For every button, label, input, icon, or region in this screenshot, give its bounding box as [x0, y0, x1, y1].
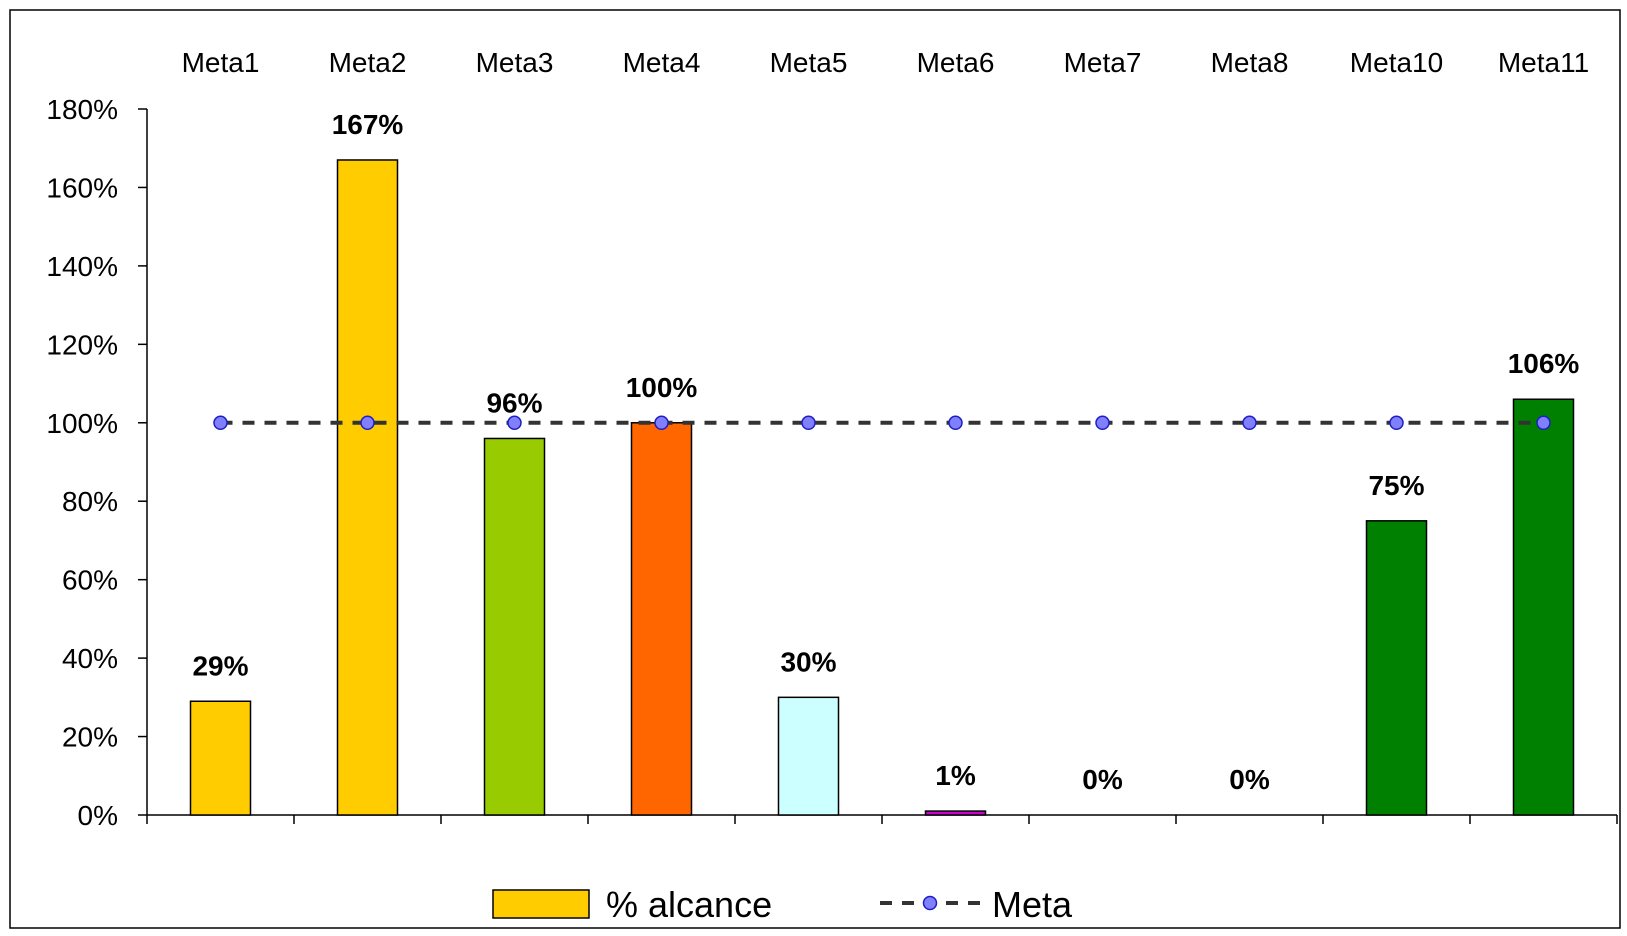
y-tick-label: 140%: [46, 251, 118, 282]
meta-marker: [361, 416, 374, 429]
category-label: Meta2: [329, 47, 407, 78]
bar: [779, 697, 839, 815]
category-label: Meta6: [917, 47, 995, 78]
category-label: Meta4: [623, 47, 701, 78]
y-tick-label: 0%: [78, 800, 118, 831]
meta-marker: [1243, 416, 1256, 429]
data-label: 106%: [1508, 348, 1580, 379]
meta-marker: [949, 416, 962, 429]
category-label: Meta8: [1211, 47, 1289, 78]
bar: [632, 423, 692, 815]
y-tick-label: 100%: [46, 408, 118, 439]
bar: [1514, 399, 1574, 815]
legend-label-meta: Meta: [992, 884, 1073, 925]
category-label: Meta10: [1350, 47, 1443, 78]
category-label: Meta1: [182, 47, 260, 78]
legend-label-alcance: % alcance: [606, 884, 772, 925]
category-label: Meta5: [770, 47, 848, 78]
data-label: 30%: [780, 646, 836, 677]
legend-swatch-alcance: [493, 890, 589, 918]
meta-marker: [802, 416, 815, 429]
bar: [1367, 521, 1427, 815]
legend-marker-meta: [924, 897, 937, 910]
y-tick-label: 180%: [46, 94, 118, 125]
y-tick-label: 80%: [62, 486, 118, 517]
data-label: 75%: [1368, 470, 1424, 501]
category-label: Meta11: [1498, 47, 1589, 78]
data-label: 167%: [332, 109, 404, 140]
bar: [485, 438, 545, 815]
y-tick-label: 20%: [62, 722, 118, 753]
data-label: 1%: [935, 760, 976, 791]
data-label: 0%: [1229, 764, 1270, 795]
y-tick-label: 40%: [62, 643, 118, 674]
y-tick-label: 120%: [46, 329, 118, 360]
bar: [338, 160, 398, 815]
category-label: Meta3: [476, 47, 554, 78]
data-label: 29%: [192, 650, 248, 681]
meta-marker: [655, 416, 668, 429]
data-label: 96%: [486, 387, 542, 418]
meta-marker: [1390, 416, 1403, 429]
category-label: Meta7: [1064, 47, 1142, 78]
bar: [926, 811, 986, 815]
bar: [191, 701, 251, 815]
data-label: 100%: [626, 372, 698, 403]
data-label: 0%: [1082, 764, 1123, 795]
y-tick-label: 60%: [62, 565, 118, 596]
y-tick-label: 160%: [46, 172, 118, 203]
meta-marker: [1537, 416, 1550, 429]
meta-marker: [1096, 416, 1109, 429]
meta-marker: [214, 416, 227, 429]
